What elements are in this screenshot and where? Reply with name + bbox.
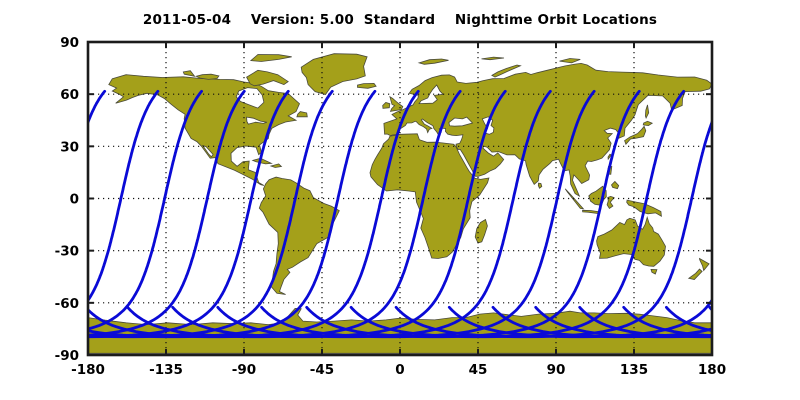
land-greenland xyxy=(300,53,368,95)
land-sakhalin xyxy=(644,104,650,120)
orbit-track-13 xyxy=(48,91,59,109)
orbit-track-7 xyxy=(708,305,712,312)
land-iceland xyxy=(357,82,377,89)
chart-title: 2011-05-04 Version: 5.00 Standard Nightt… xyxy=(142,12,658,28)
x-tick-label--135: -135 xyxy=(149,362,183,378)
orbit-track-3 xyxy=(88,89,246,337)
water-baltic-sea xyxy=(418,84,444,105)
orbit-track-6 xyxy=(665,305,712,333)
y-tick-label-30: 30 xyxy=(60,139,79,155)
land-banks-island xyxy=(182,70,196,77)
y-tick-label-60: 60 xyxy=(60,87,79,103)
orbit-track-5 xyxy=(622,305,712,338)
orbit-track-4 xyxy=(88,89,290,339)
land-cuba xyxy=(251,157,273,165)
land-severnaya-zemlya xyxy=(559,58,581,64)
x-tick-label-0: 0 xyxy=(395,362,404,378)
land-tasmania xyxy=(650,268,658,275)
water-gulf-of-california xyxy=(201,144,214,158)
y-tick-label--30: -30 xyxy=(55,244,79,260)
y-tick-label-0: 0 xyxy=(70,192,79,208)
orbit-track-6 xyxy=(88,89,377,339)
land-hispaniola xyxy=(269,163,283,168)
orbit-track-5 xyxy=(88,89,334,339)
land-great-britain xyxy=(389,95,404,112)
x-tick-label-135: 135 xyxy=(620,362,648,378)
land-novaya-zemlya xyxy=(491,64,522,78)
y-tick-label--90: -90 xyxy=(55,348,79,364)
land-sulawesi xyxy=(606,195,615,209)
land-madagascar xyxy=(474,218,488,244)
orbit-track-2 xyxy=(88,89,203,331)
water-black-sea xyxy=(448,116,474,127)
x-tick-label--45: -45 xyxy=(310,362,334,378)
land-baffin-island xyxy=(246,69,289,87)
x-tick-label--90: -90 xyxy=(232,362,256,378)
land-sri-lanka xyxy=(537,182,543,189)
land-newfoundland xyxy=(296,111,308,118)
y-tick-label--60: -60 xyxy=(55,296,79,312)
x-tick-label-45: 45 xyxy=(469,362,488,378)
x-tick-label--180: -180 xyxy=(71,362,105,378)
land-java xyxy=(582,209,599,215)
land-new-zealand-north xyxy=(698,257,710,272)
land-hokkaido xyxy=(642,120,654,127)
land-south-america xyxy=(258,176,340,295)
land-sumatra xyxy=(564,188,585,210)
water-great-lakes xyxy=(246,116,268,125)
orbit-track-13 xyxy=(349,89,686,339)
land-mindanao xyxy=(611,180,620,190)
orbit-track-1 xyxy=(88,89,160,303)
land-japan-honshu xyxy=(624,125,647,145)
land-franz-josef-land xyxy=(481,56,505,61)
land-new-zealand-south xyxy=(687,268,703,280)
x-tick-label-180: 180 xyxy=(698,362,726,378)
land-victoria-island xyxy=(195,73,220,80)
land-ellesmere-island xyxy=(249,54,292,62)
land-taiwan xyxy=(607,153,612,161)
y-tick-label-90: 90 xyxy=(60,35,79,51)
land-ireland xyxy=(382,102,391,109)
orbit-track-14 xyxy=(394,118,712,339)
x-tick-label-90: 90 xyxy=(547,362,566,378)
land-svalbard xyxy=(417,58,449,65)
